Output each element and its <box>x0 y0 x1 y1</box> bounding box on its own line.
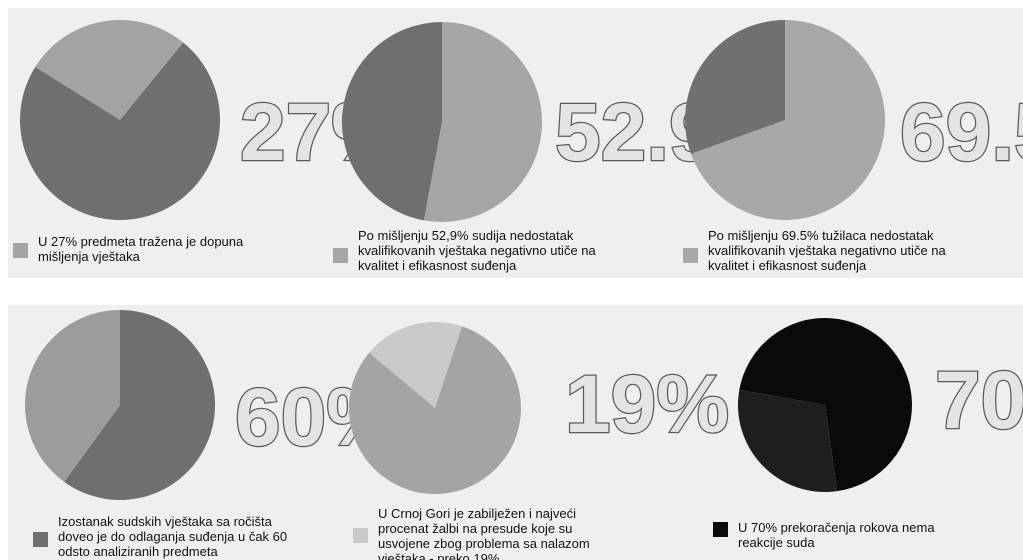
legend-swatch <box>333 248 348 263</box>
legend-swatch <box>713 522 728 537</box>
legend-swatch <box>33 532 48 547</box>
value-label: 19% <box>565 359 729 450</box>
pie-slice <box>25 310 121 482</box>
value-label: 69.5% <box>900 87 1023 178</box>
pie-slice <box>342 22 442 221</box>
pie-slice <box>739 318 912 492</box>
caption: U Crnoj Gori je zabilježen i najveći pro… <box>378 506 590 560</box>
pie-slice <box>35 20 184 121</box>
legend-swatch <box>683 248 698 263</box>
caption: U 70% prekoračenja rokova nema reakcije … <box>738 520 935 550</box>
legend-swatch <box>353 528 368 543</box>
pie-slice <box>690 20 885 220</box>
value-label: 70% <box>935 355 1023 446</box>
pie-slice <box>19 42 221 220</box>
caption: Po mišljenju 52,9% sudija nedostatak kva… <box>358 228 596 273</box>
caption: Po mišljenju 69.5% tužilaca nedostatak k… <box>708 228 946 273</box>
pie-slice <box>349 326 521 495</box>
pie-slice <box>369 322 463 408</box>
caption: U 27% predmeta tražena je dopuna mišljen… <box>38 234 244 264</box>
pie-slice <box>64 310 215 500</box>
caption: Izostanak sudskih vještaka sa ročišta do… <box>58 514 288 559</box>
pie-slice <box>737 389 838 492</box>
pie-slice <box>423 22 543 223</box>
pie-slice <box>684 19 786 154</box>
legend-swatch <box>13 243 28 258</box>
